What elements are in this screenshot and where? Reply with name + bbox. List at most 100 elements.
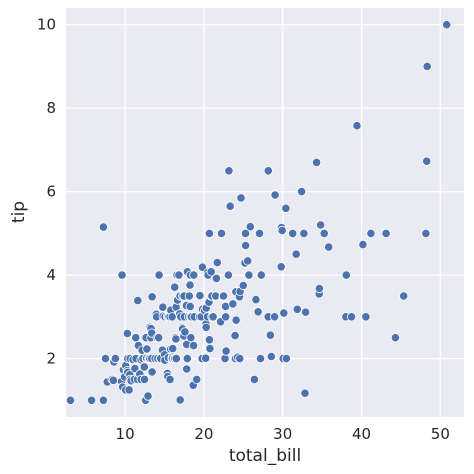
x-tick-label: 20 bbox=[194, 425, 213, 443]
data-point bbox=[110, 353, 121, 364]
data-point bbox=[266, 351, 276, 362]
data-point bbox=[100, 353, 111, 364]
data-point bbox=[221, 312, 231, 322]
data-point bbox=[243, 256, 253, 266]
data-point bbox=[281, 203, 291, 213]
data-point bbox=[143, 391, 153, 401]
y-axis-label: tip bbox=[9, 201, 29, 223]
data-point bbox=[98, 395, 109, 405]
data-point bbox=[442, 20, 452, 30]
data-point bbox=[197, 262, 207, 272]
data-point bbox=[270, 190, 280, 200]
data-point bbox=[244, 270, 254, 280]
data-point bbox=[216, 228, 227, 238]
y-tick-label: 8 bbox=[46, 99, 56, 117]
data-point bbox=[211, 273, 221, 283]
data-point bbox=[224, 166, 234, 176]
data-point bbox=[422, 61, 432, 72]
data-point bbox=[254, 228, 265, 238]
data-point bbox=[185, 280, 195, 290]
data-point bbox=[204, 335, 214, 345]
data-point bbox=[171, 353, 181, 364]
data-point bbox=[315, 220, 326, 230]
data-point bbox=[220, 353, 230, 364]
data-point bbox=[182, 353, 192, 364]
data-point bbox=[421, 228, 431, 238]
data-point bbox=[182, 364, 192, 374]
data-point bbox=[292, 304, 302, 314]
data-point bbox=[184, 291, 194, 301]
x-axis-label: total_bill bbox=[229, 446, 301, 466]
data-point bbox=[189, 340, 199, 351]
data-point bbox=[98, 222, 109, 232]
data-point bbox=[212, 257, 222, 268]
data-point bbox=[223, 270, 233, 280]
data-point bbox=[201, 322, 211, 332]
plot-background bbox=[66, 8, 464, 417]
x-tick-label: 40 bbox=[352, 425, 371, 443]
data-point bbox=[218, 291, 229, 301]
data-point bbox=[117, 270, 127, 280]
data-point bbox=[324, 242, 334, 252]
data-point bbox=[361, 312, 371, 322]
data-point bbox=[277, 225, 287, 235]
data-point bbox=[131, 333, 141, 343]
data-point bbox=[291, 249, 301, 259]
data-point bbox=[240, 228, 251, 238]
data-point bbox=[195, 290, 205, 301]
data-point bbox=[206, 267, 216, 277]
data-point bbox=[422, 156, 432, 166]
data-point bbox=[341, 270, 351, 280]
data-point bbox=[192, 374, 202, 384]
y-tick-label: 10 bbox=[37, 16, 56, 34]
data-point bbox=[300, 388, 310, 398]
data-point bbox=[154, 333, 164, 343]
data-point bbox=[241, 240, 251, 251]
data-point bbox=[142, 344, 152, 354]
data-point bbox=[124, 385, 134, 395]
data-point bbox=[87, 395, 97, 405]
data-point bbox=[238, 280, 248, 291]
data-point bbox=[390, 333, 400, 343]
data-point bbox=[180, 327, 190, 337]
data-point bbox=[253, 307, 263, 317]
data-point bbox=[108, 375, 119, 385]
y-tick-label: 2 bbox=[46, 350, 56, 368]
data-point bbox=[204, 228, 214, 238]
data-point bbox=[245, 222, 255, 232]
data-point bbox=[366, 228, 376, 238]
data-point bbox=[230, 330, 240, 341]
data-point bbox=[251, 295, 261, 305]
data-points bbox=[65, 20, 452, 405]
data-point bbox=[174, 270, 184, 280]
data-point bbox=[158, 302, 168, 312]
data-point bbox=[256, 270, 266, 280]
data-point bbox=[358, 240, 368, 250]
data-point bbox=[189, 270, 199, 280]
data-point bbox=[263, 166, 273, 176]
data-point bbox=[276, 262, 286, 272]
data-point bbox=[175, 395, 185, 405]
data-point bbox=[221, 346, 231, 356]
data-point bbox=[300, 307, 311, 317]
data-point bbox=[279, 308, 289, 318]
y-tick-label: 6 bbox=[46, 183, 56, 201]
x-tick-label: 10 bbox=[116, 425, 135, 443]
data-point bbox=[231, 315, 241, 325]
data-point bbox=[236, 193, 246, 203]
data-point bbox=[288, 228, 298, 238]
data-point bbox=[269, 312, 280, 322]
data-point bbox=[133, 295, 143, 306]
data-point bbox=[299, 228, 309, 238]
data-point bbox=[147, 292, 157, 302]
data-point bbox=[225, 201, 235, 211]
data-point bbox=[170, 282, 180, 292]
data-point bbox=[281, 353, 291, 364]
data-point bbox=[352, 121, 362, 131]
data-point bbox=[346, 312, 357, 322]
data-point bbox=[228, 299, 238, 309]
x-tick-label: 30 bbox=[273, 425, 292, 443]
x-tick-labels: 10 20 30 40 50 bbox=[116, 425, 450, 443]
x-tick-label: 50 bbox=[431, 425, 450, 443]
